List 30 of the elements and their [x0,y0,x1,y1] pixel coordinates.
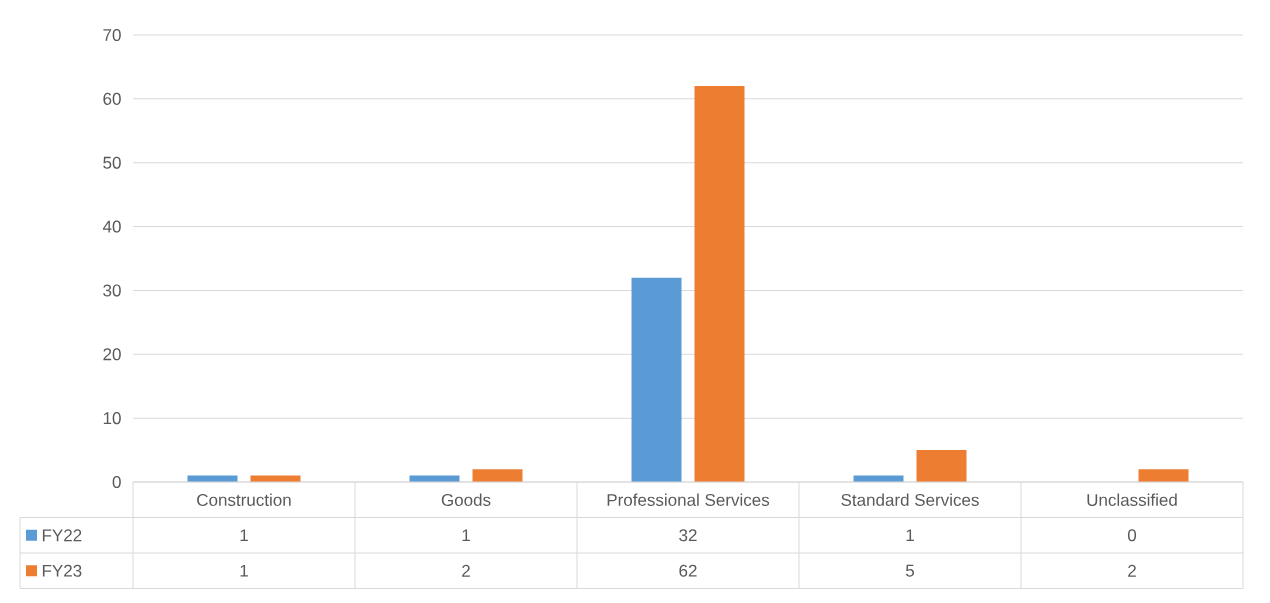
y-tick-label: 20 [103,348,121,361]
data-label: 5 [905,564,915,577]
x-tick-label: Unclassified [1087,493,1177,506]
bar [694,86,745,482]
y-tick-label: 70 [103,28,121,42]
x-tick-label: Goods [441,493,491,506]
bar [916,450,967,482]
legend-label: FY22 [42,529,82,542]
bar [631,277,682,482]
data-label: 1 [462,529,470,542]
data-label: 2 [462,564,470,577]
y-tick-label: 50 [103,156,121,169]
y-tick-label: 10 [103,412,121,425]
bar [1138,469,1189,482]
data-label: 0 [1127,529,1137,542]
data-label: 62 [679,564,697,577]
y-tick-label: 60 [103,92,121,105]
x-tick-label: Professional Services [607,493,770,506]
data-label: 1 [906,529,914,542]
data-label: 1 [240,564,248,577]
x-tick-label: Standard Services [841,493,979,506]
y-tick-label: 40 [102,220,121,233]
x-tick-label: Construction [197,493,291,506]
data-label: 32 [679,529,697,542]
bar [472,469,523,482]
y-tick-label: 30 [103,284,121,297]
data-label: 1 [240,529,248,542]
data-label: 2 [1128,564,1136,577]
legend-label: FY23 [42,564,82,577]
y-tick-label: 0 [112,475,121,489]
